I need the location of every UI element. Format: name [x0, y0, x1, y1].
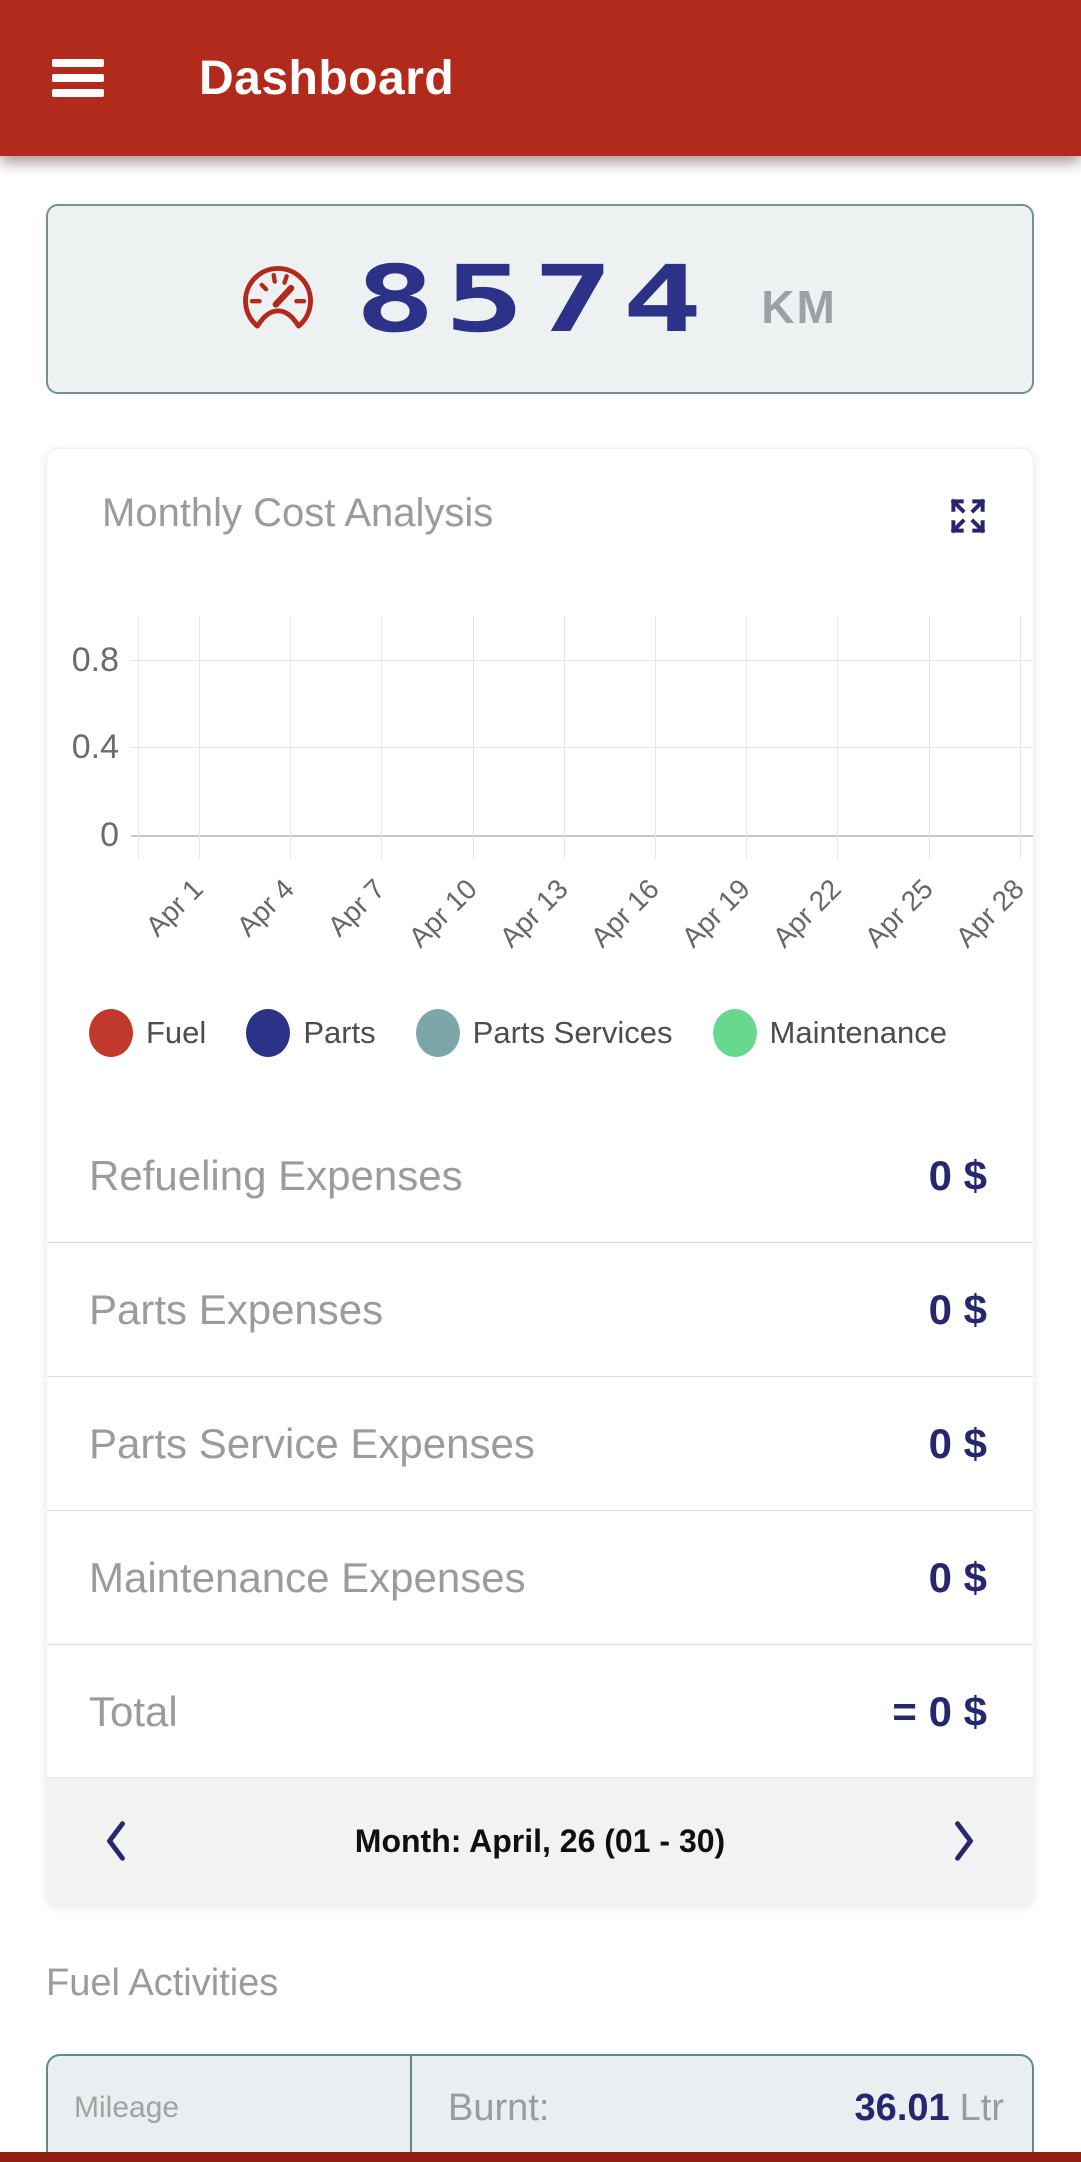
x-gridline: [564, 616, 565, 859]
page-title: Dashboard: [199, 51, 455, 105]
legend-item: Maintenance: [712, 1009, 948, 1057]
x-gridline: [138, 616, 139, 859]
expense-label: Total: [89, 1688, 178, 1735]
x-gridline: [1020, 616, 1021, 859]
y-gridline: [131, 835, 1033, 837]
month-range-label: Month: April, 26 (01 - 30): [354, 1822, 726, 1859]
odometer-value: 8574: [355, 245, 712, 353]
next-month-button[interactable]: [949, 1819, 979, 1863]
next-row-edge: [0, 2152, 1081, 2162]
legend-label: Maintenance: [769, 1015, 948, 1050]
x-axis-tick-label: Apr 7: [321, 873, 391, 943]
mileage-label: Mileage: [74, 2091, 180, 2124]
y-gridline: [131, 660, 1033, 661]
legend-dot-icon: [89, 1009, 133, 1057]
x-axis-tick-label: Apr 22: [766, 873, 847, 954]
x-axis-tick-label: Apr 25: [858, 873, 939, 954]
legend-dot-icon: [712, 1009, 757, 1057]
x-gridline: [746, 616, 747, 859]
x-gridline: [381, 616, 382, 859]
expense-value: 0 $: [928, 1285, 987, 1333]
x-axis-tick-label: Apr 16: [584, 873, 665, 954]
x-axis-tick-label: Apr 4: [230, 873, 300, 943]
mileage-cell: Mileage: [48, 2056, 412, 2160]
month-navigation: Month: April, 26 (01 - 30): [47, 1777, 1033, 1904]
x-axis-tick-label: Apr 13: [493, 873, 574, 954]
expense-value: = 0 $: [892, 1688, 987, 1735]
legend-label: Parts Services: [472, 1015, 673, 1050]
expense-row: Parts Service Expenses 0 $: [47, 1377, 1033, 1511]
x-gridline: [929, 616, 930, 859]
monthly-cost-title: Monthly Cost Analysis: [102, 491, 494, 535]
expense-row: Total = 0 $: [47, 1645, 1033, 1779]
expand-chart-button[interactable]: [945, 493, 991, 539]
hamburger-menu-icon: [52, 89, 104, 97]
legend-label: Fuel: [146, 1015, 207, 1050]
x-axis-tick-label: Apr 1: [139, 873, 209, 943]
expense-row: Parts Expenses 0 $: [47, 1243, 1033, 1377]
monthly-cost-chart: 0 0.4 0.8 Apr 1 Apr 4 Apr 7 Apr 10 Apr 13 Apr 16…: [47, 449, 1033, 1109]
legend-dot-icon: [246, 1009, 291, 1057]
x-gridline: [655, 616, 656, 859]
hamburger-menu-icon: [52, 59, 104, 67]
legend-label: Parts: [303, 1015, 376, 1050]
chart-legend: Fuel Parts Parts Services Maintenance: [89, 1009, 947, 1057]
burnt-cell: Burnt: 36.01 Ltr: [412, 2056, 1032, 2160]
prev-month-button[interactable]: [101, 1819, 131, 1863]
expense-label: Maintenance Expenses: [89, 1553, 526, 1601]
y-gridline: [131, 747, 1033, 748]
expand-arrows-icon: [950, 498, 986, 534]
legend-dot-icon: [415, 1009, 460, 1057]
chevron-right-icon: [955, 1821, 973, 1861]
x-gridline: [290, 616, 291, 859]
expense-row: Refueling Expenses 0 $: [47, 1109, 1033, 1243]
odometer-unit: KM: [761, 281, 837, 333]
fuel-activities-title: Fuel Activities: [46, 1962, 279, 2004]
x-gridline: [837, 616, 838, 859]
burnt-value: 36.01: [854, 2086, 950, 2129]
x-axis-tick-label: Apr 28: [949, 873, 1030, 954]
legend-item: Fuel: [89, 1009, 206, 1057]
y-axis-tick-label: 0: [100, 816, 119, 854]
expense-value: 0 $: [928, 1151, 987, 1199]
burnt-unit: Ltr: [959, 2086, 1004, 2129]
x-gridline: [473, 616, 474, 859]
expense-rows: Refueling Expenses 0 $ Parts Expenses 0 $ Pa…: [47, 1109, 1033, 1779]
burnt-label: Burnt:: [448, 2086, 550, 2129]
y-axis-tick-label: 0.4: [71, 728, 119, 766]
expense-label: Parts Expenses: [89, 1285, 384, 1333]
chevron-left-icon: [107, 1821, 125, 1861]
hamburger-menu-icon: [52, 74, 104, 82]
x-axis-tick-label: Apr 19: [675, 873, 756, 954]
menu-button[interactable]: [52, 59, 104, 97]
speedometer-gauge-icon: [243, 266, 314, 329]
expense-label: Refueling Expenses: [89, 1151, 463, 1199]
fuel-activities-table: Mileage Burnt: 36.01 Ltr: [46, 2054, 1034, 2162]
x-axis-tick-label: Apr 10: [402, 873, 483, 954]
expense-value: 0 $: [928, 1553, 987, 1601]
monthly-cost-card: Monthly Cost Analysis 0 0.4 0.8 Apr 1 Apr 4 A…: [46, 448, 1034, 1905]
legend-item: Parts Services: [415, 1009, 673, 1057]
odometer-card: 8574 KM: [46, 204, 1034, 394]
expense-label: Parts Service Expenses: [89, 1419, 535, 1467]
legend-item: Parts: [246, 1009, 376, 1057]
x-gridline: [199, 616, 200, 859]
expense-row: Maintenance Expenses 0 $: [47, 1511, 1033, 1645]
expense-value: 0 $: [928, 1419, 987, 1467]
app-header: Dashboard: [0, 0, 1081, 156]
y-axis-tick-label: 0.8: [71, 641, 119, 679]
